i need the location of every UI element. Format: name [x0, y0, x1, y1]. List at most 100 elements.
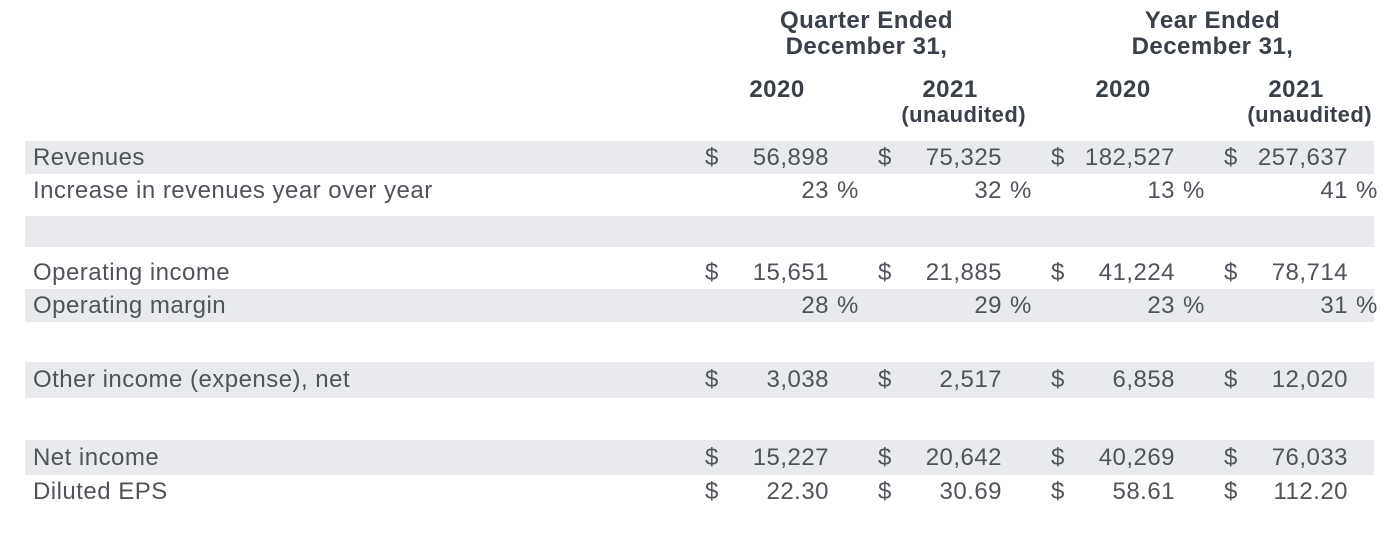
value-cell: 23%	[705, 176, 859, 205]
column-year-q2020: 2020	[749, 76, 805, 103]
column-year-y2020: 2020	[1095, 76, 1151, 103]
value-cell: $21,885	[878, 259, 1028, 287]
value-cell: $2,517	[878, 366, 1028, 394]
value-cell: 23%	[1051, 291, 1204, 320]
dollar-sign: $	[1224, 143, 1238, 171]
value-cell: $78,714	[1224, 259, 1374, 287]
dollar-sign: $	[705, 258, 719, 286]
cell-value: 76,033	[1271, 443, 1348, 471]
cell-value: 22.30	[766, 477, 829, 505]
row-label: Revenues	[33, 143, 145, 171]
value-cell: 13%	[1051, 176, 1204, 205]
cell-value: 40,269	[1098, 443, 1175, 471]
value-cell: $3,038	[705, 366, 855, 394]
value-cell: 32%	[878, 176, 1032, 205]
dollar-sign: $	[705, 477, 719, 505]
unaudited-note-q2021: (unaudited)	[901, 102, 1026, 127]
table-row: Operating margin 28% 29% 23% 31%	[25, 289, 1378, 322]
cell-value: 2,517	[939, 366, 1002, 393]
value-cell: $12,020	[1224, 366, 1374, 394]
percent-sign: %	[1356, 291, 1378, 319]
quarter-ended-line1: Quarter Ended	[780, 7, 953, 34]
spacer-row	[25, 247, 1374, 256]
spacer-row	[25, 322, 1374, 362]
table-row: Diluted EPS $22.30 $30.69 $58.61 $112.20	[25, 475, 1374, 508]
value-cell: $15,227	[705, 444, 855, 472]
cell-value: 15,227	[752, 443, 829, 471]
quarter-ended-line2: December 31,	[785, 33, 948, 60]
cell-value: 78,714	[1271, 258, 1348, 286]
cell-value: 41,224	[1098, 258, 1175, 286]
percent-sign: %	[837, 291, 859, 319]
dollar-sign: $	[1224, 366, 1238, 393]
value-cell: $6,858	[1051, 366, 1201, 394]
cell-value: 56,898	[752, 143, 829, 171]
value-cell: $75,325	[878, 144, 1028, 172]
percent-sign: %	[837, 176, 859, 204]
value-cell: $112.20	[1224, 478, 1374, 506]
percent-sign: %	[1356, 176, 1378, 204]
table-row: Net income $15,227 $20,642 $40,269 $76,033	[25, 440, 1374, 475]
dollar-sign: $	[878, 258, 892, 286]
dollar-sign: $	[705, 443, 719, 471]
row-label: Other income (expense), net	[33, 366, 351, 393]
cell-value: 21,885	[925, 258, 1002, 286]
row-label: Operating income	[33, 258, 231, 286]
value-cell: $20,642	[878, 444, 1028, 472]
value-cell: $257,637	[1224, 144, 1374, 172]
cell-value: 3,038	[766, 366, 829, 393]
dollar-sign: $	[1051, 443, 1065, 471]
dollar-sign: $	[705, 143, 719, 171]
cell-value: 75,325	[925, 143, 1002, 171]
cell-value: 6,858	[1112, 366, 1175, 393]
blank-shaded-row	[25, 216, 1374, 247]
cell-value: 23	[1147, 291, 1175, 319]
value-cell: $41,224	[1051, 259, 1201, 287]
value-cell: 29%	[878, 291, 1032, 320]
dollar-sign: $	[878, 143, 892, 171]
row-label: Operating margin	[33, 291, 227, 319]
value-cell: $58.61	[1051, 478, 1201, 506]
table-body: Revenues $56,898 $75,325 $182,527 $257,637 In…	[25, 141, 1378, 508]
value-cell: $56,898	[705, 144, 855, 172]
cell-value: 41	[1320, 176, 1348, 204]
value-cell: $22.30	[705, 478, 855, 506]
spacer-row	[25, 207, 1374, 216]
cell-value: 29	[974, 291, 1002, 319]
dollar-sign: $	[878, 366, 892, 393]
dollar-sign: $	[1051, 258, 1065, 286]
header-spacer	[25, 8, 682, 60]
cell-value: 257,637	[1257, 143, 1348, 171]
dollar-sign: $	[1224, 258, 1238, 286]
value-cell: $40,269	[1051, 444, 1201, 472]
dollar-sign: $	[1051, 143, 1065, 171]
value-cell: $76,033	[1224, 444, 1374, 472]
row-label: Net income	[33, 443, 160, 471]
table-row: Other income (expense), net $3,038 $2,517 $…	[25, 362, 1374, 398]
spacer-row	[25, 398, 1374, 440]
cell-value: 23	[801, 176, 829, 204]
dollar-sign: $	[878, 477, 892, 505]
value-cell: 31%	[1224, 291, 1378, 320]
year-columns-row: 2020 2021 2020 2021	[25, 76, 1374, 103]
table-row: Increase in revenues year over year 23% 32…	[25, 174, 1378, 207]
column-year-q2021: 2021	[922, 76, 978, 103]
percent-sign: %	[1010, 176, 1032, 204]
financial-summary-table: Quarter Ended December 31, Year Ended De…	[25, 0, 1378, 508]
dollar-sign: $	[1224, 477, 1238, 505]
percent-sign: %	[1010, 291, 1032, 319]
cell-value: 112.20	[1273, 477, 1348, 505]
cell-value: 13	[1147, 176, 1175, 204]
value-cell: 28%	[705, 291, 859, 320]
year-ended-line1: Year Ended	[1144, 7, 1281, 34]
table-row: Revenues $56,898 $75,325 $182,527 $257,637	[25, 141, 1374, 174]
cell-value: 30.69	[939, 477, 1002, 505]
year-ended-header: Year Ended December 31,	[1051, 8, 1374, 60]
dollar-sign: $	[1224, 443, 1238, 471]
cell-value: 20,642	[925, 443, 1002, 471]
row-label: Increase in revenues year over year	[33, 176, 433, 204]
cell-value: 28	[801, 291, 829, 319]
quarter-ended-header: Quarter Ended December 31,	[705, 8, 1028, 60]
cell-value: 182,527	[1084, 143, 1175, 171]
